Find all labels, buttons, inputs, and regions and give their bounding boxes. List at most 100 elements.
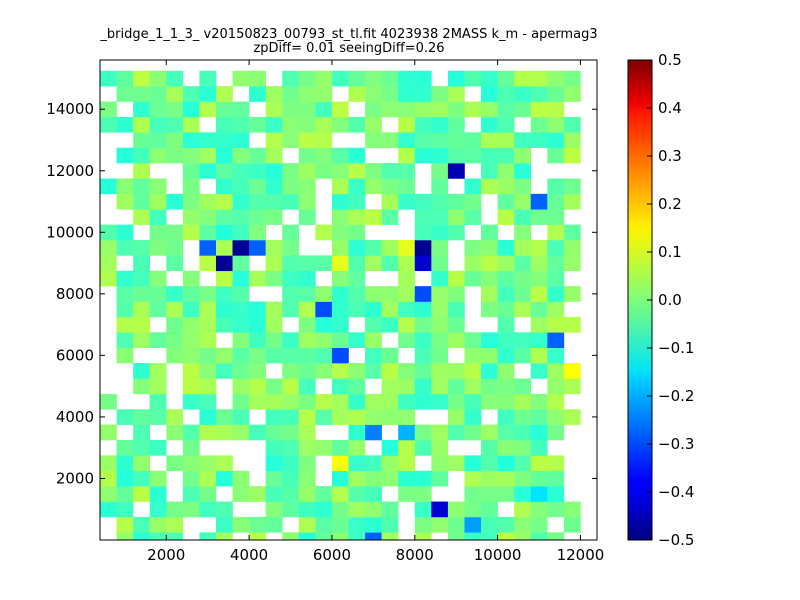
- heatmap-cell: [149, 470, 167, 487]
- heatmap-cell: [215, 516, 233, 533]
- y-tick-label: 12000: [46, 162, 94, 180]
- heatmap-cell: [298, 424, 316, 441]
- heatmap-cell: [431, 132, 449, 148]
- heatmap-cell: [348, 224, 366, 241]
- heatmap-cell: [199, 224, 217, 241]
- chart-title: _bridge_1_1_3_ v20150823_00793_st_tl.fit…: [99, 27, 597, 42]
- heatmap-cell: [481, 255, 498, 272]
- heatmap-cell: [298, 163, 316, 179]
- heatmap-cell: [249, 486, 266, 502]
- heatmap-cell: [398, 193, 416, 210]
- heatmap-cell: [282, 532, 300, 541]
- heatmap-cell: [265, 132, 283, 148]
- heatmap-cell: [464, 147, 482, 164]
- heatmap-cell: [298, 147, 316, 164]
- heatmap-cell: [315, 70, 333, 87]
- heatmap-cell: [116, 270, 134, 287]
- heatmap-cell: [331, 147, 349, 164]
- heatmap-cell: [348, 501, 366, 518]
- heatmap-cell: [481, 163, 498, 179]
- heatmap-cell: [149, 132, 167, 148]
- heatmap-cell: [133, 301, 150, 318]
- heatmap-cell: [133, 255, 150, 272]
- heatmap-cell: [547, 409, 565, 425]
- y-tick-label: 6000: [56, 346, 94, 364]
- heatmap-cell: [298, 193, 316, 210]
- heatmap-cell: [232, 486, 250, 502]
- heatmap-cell: [464, 378, 482, 395]
- x-tick-label: 2000: [147, 546, 185, 564]
- heatmap-cell: [100, 101, 117, 118]
- heatmap-cell: [265, 424, 283, 441]
- heatmap-cell: [381, 316, 399, 333]
- heatmap-cell: [199, 240, 217, 256]
- heatmap-cell: [414, 347, 432, 364]
- heatmap-cell: [215, 470, 233, 487]
- heatmap-cell: [414, 255, 432, 272]
- heatmap-cell: [265, 255, 283, 272]
- heatmap-cell: [149, 516, 167, 533]
- heatmap-cell: [298, 470, 316, 487]
- heatmap-cell: [514, 486, 532, 502]
- heatmap-cell: [182, 455, 200, 472]
- heatmap-cell: [133, 516, 150, 533]
- heatmap-cell: [514, 270, 532, 287]
- heatmap-cell: [133, 424, 150, 441]
- heatmap-cell: [298, 440, 316, 456]
- heatmap-cell: [215, 240, 233, 256]
- heatmap-cell: [149, 440, 167, 456]
- heatmap-cell: [447, 363, 465, 379]
- heatmap-cell: [365, 470, 382, 487]
- heatmap-cell: [282, 270, 300, 287]
- y-tick-label: 4000: [56, 408, 94, 426]
- heatmap-cell: [215, 501, 233, 518]
- heatmap-cell: [514, 101, 532, 118]
- heatmap-cell: [348, 470, 366, 487]
- heatmap-cell: [530, 332, 548, 348]
- axes: 2000 4000 6000 8000 10000 12000 2000 4000 6000 80…: [46, 60, 604, 564]
- heatmap-cell: [315, 132, 333, 148]
- heatmap-cell: [315, 532, 333, 541]
- heatmap-cell: [100, 470, 117, 487]
- heatmap-cell: [249, 532, 266, 541]
- heatmap-cell: [133, 486, 150, 502]
- heatmap-cell: [265, 301, 283, 318]
- heatmap-cell: [365, 316, 382, 333]
- heatmap-cell: [447, 193, 465, 210]
- heatmap-cell: [414, 132, 432, 148]
- heatmap-cell: [431, 501, 449, 518]
- heatmap-cell: [431, 240, 449, 256]
- heatmap-cell: [166, 455, 184, 472]
- heatmap-cell: [514, 224, 532, 241]
- heatmap-cell: [497, 470, 515, 487]
- heatmap-cell: [481, 70, 498, 87]
- heatmap-cell: [182, 147, 200, 164]
- heatmap-cell: [282, 409, 300, 425]
- heatmap-cell: [497, 116, 515, 133]
- heatmap-cell: [464, 455, 482, 472]
- heatmap-cell: [497, 409, 515, 425]
- heatmap-cell: [547, 178, 565, 195]
- heatmap-cell: [481, 393, 498, 410]
- heatmap-cell: [497, 455, 515, 472]
- heatmap-cell: [348, 301, 366, 318]
- heatmap-cell: [182, 132, 200, 148]
- heatmap-cell: [431, 101, 449, 118]
- heatmap-cell: [298, 316, 316, 333]
- heatmap-cell: [265, 516, 283, 533]
- heatmap-cell: [447, 116, 465, 133]
- heatmap-cell: [431, 286, 449, 302]
- heatmap-cell: [481, 178, 498, 195]
- heatmap-cell: [265, 193, 283, 210]
- heatmap-cell: [182, 301, 200, 318]
- x-tick-label: 4000: [230, 546, 268, 564]
- heatmap-cell: [398, 178, 416, 195]
- heatmap-cell: [497, 270, 515, 287]
- heatmap-cell: [431, 378, 449, 395]
- heatmap-cell: [249, 516, 266, 533]
- heatmap-cell: [331, 470, 349, 487]
- heatmap-cell: [100, 178, 117, 195]
- heatmap-cell: [199, 316, 217, 333]
- heatmap-cell: [414, 316, 432, 333]
- heatmap-cell: [481, 116, 498, 133]
